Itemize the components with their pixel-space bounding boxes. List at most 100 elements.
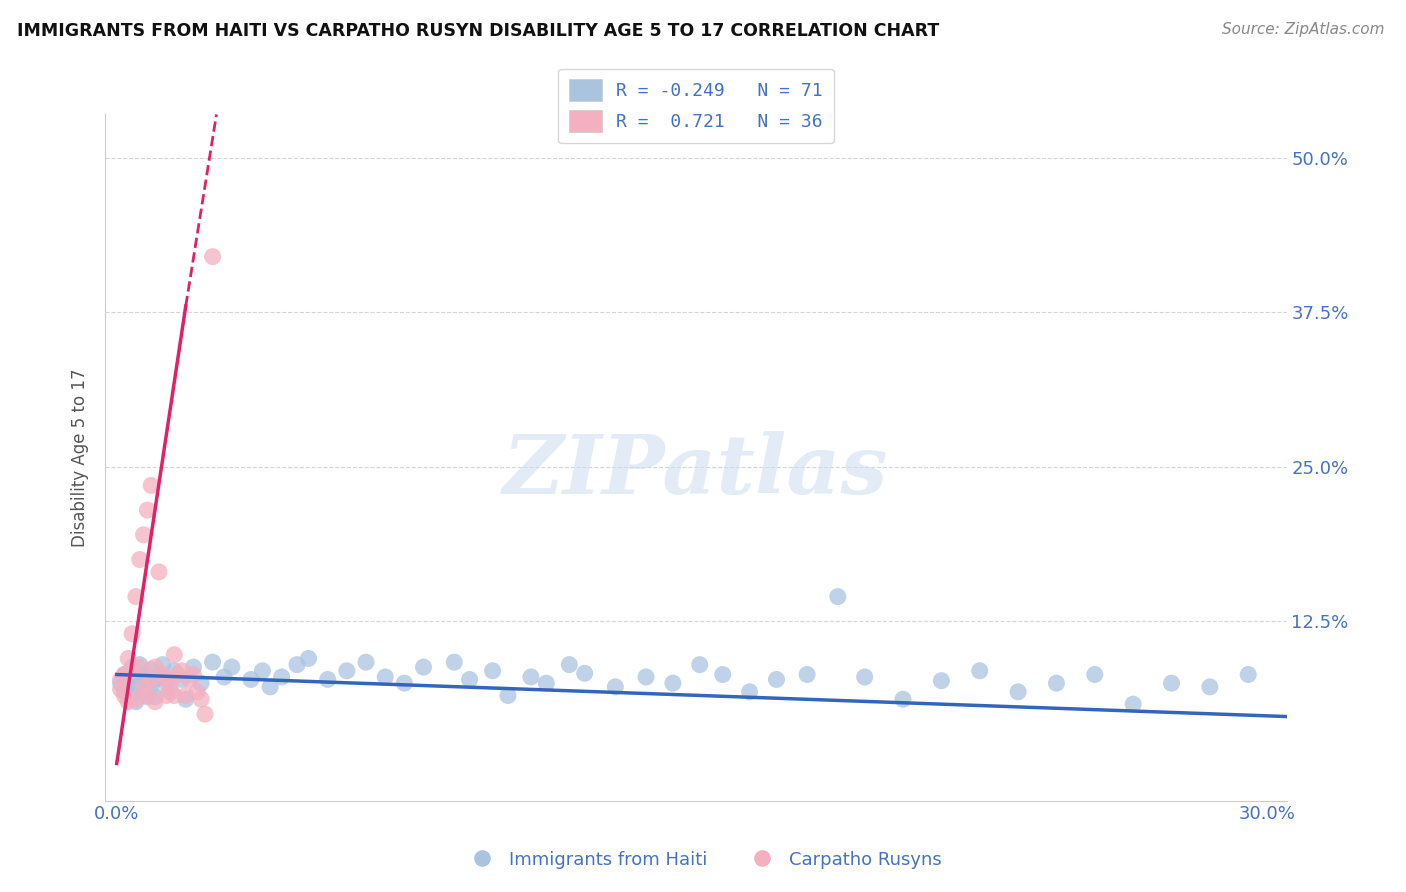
Point — [132, 667, 155, 681]
Point — [1199, 680, 1222, 694]
Point — [128, 660, 150, 674]
Point — [1084, 667, 1107, 681]
Point — [174, 689, 197, 703]
Point — [110, 676, 132, 690]
Legend: R = -0.249   N = 71, R =  0.721   N = 36: R = -0.249 N = 71, R = 0.721 N = 36 — [558, 69, 834, 144]
Point — [128, 657, 150, 672]
Point — [520, 670, 543, 684]
Point — [1122, 697, 1144, 711]
Point — [179, 673, 201, 687]
Point — [711, 667, 734, 681]
Point — [132, 680, 155, 694]
Point — [163, 689, 186, 703]
Point — [141, 673, 163, 687]
Point — [827, 590, 849, 604]
Point — [183, 660, 205, 674]
Point — [132, 685, 155, 699]
Point — [186, 685, 208, 699]
Point — [201, 250, 224, 264]
Point — [163, 664, 186, 678]
Point — [121, 660, 143, 674]
Point — [221, 660, 243, 674]
Point — [1237, 667, 1260, 681]
Text: Source: ZipAtlas.com: Source: ZipAtlas.com — [1222, 22, 1385, 37]
Point — [252, 664, 274, 678]
Point — [155, 689, 177, 703]
Point — [117, 673, 139, 687]
Point — [190, 692, 212, 706]
Point — [143, 673, 166, 687]
Point — [170, 673, 193, 687]
Point — [481, 664, 503, 678]
Point — [183, 667, 205, 681]
Point — [121, 626, 143, 640]
Point — [1045, 676, 1067, 690]
Point — [201, 655, 224, 669]
Point — [143, 690, 166, 704]
Point — [394, 676, 416, 690]
Point — [374, 670, 396, 684]
Point — [136, 689, 159, 703]
Point — [212, 670, 235, 684]
Point — [148, 565, 170, 579]
Point — [121, 664, 143, 678]
Point — [152, 657, 174, 672]
Point — [605, 680, 627, 694]
Point — [163, 648, 186, 662]
Point — [110, 673, 132, 687]
Point — [689, 657, 711, 672]
Point — [891, 692, 914, 706]
Point — [121, 689, 143, 703]
Point — [259, 680, 281, 694]
Point — [141, 680, 163, 694]
Legend: Immigrants from Haiti, Carpatho Rusyns: Immigrants from Haiti, Carpatho Rusyns — [457, 844, 949, 876]
Point — [117, 695, 139, 709]
Point — [128, 670, 150, 684]
Point — [969, 664, 991, 678]
Point — [152, 667, 174, 681]
Point — [143, 695, 166, 709]
Point — [143, 660, 166, 674]
Point — [112, 667, 135, 681]
Point — [634, 670, 657, 684]
Point — [297, 651, 319, 665]
Point — [148, 667, 170, 681]
Point — [796, 667, 818, 681]
Point — [170, 664, 193, 678]
Point — [136, 674, 159, 689]
Point — [738, 685, 761, 699]
Point — [117, 682, 139, 697]
Point — [125, 692, 148, 706]
Point — [270, 670, 292, 684]
Point — [1160, 676, 1182, 690]
Point — [536, 676, 558, 690]
Point — [141, 478, 163, 492]
Point — [412, 660, 434, 674]
Point — [239, 673, 262, 687]
Point — [136, 503, 159, 517]
Point — [155, 673, 177, 687]
Y-axis label: Disability Age 5 to 17: Disability Age 5 to 17 — [72, 368, 89, 547]
Point — [132, 528, 155, 542]
Point — [662, 676, 685, 690]
Point — [496, 689, 519, 703]
Point — [141, 663, 163, 677]
Point — [443, 655, 465, 669]
Point — [128, 552, 150, 566]
Point — [765, 673, 787, 687]
Point — [117, 651, 139, 665]
Point — [125, 680, 148, 694]
Text: ZIPatlas: ZIPatlas — [503, 431, 889, 511]
Point — [285, 657, 308, 672]
Point — [159, 685, 181, 699]
Point — [136, 690, 159, 704]
Point — [558, 657, 581, 672]
Point — [112, 667, 135, 681]
Point — [458, 673, 481, 687]
Point — [125, 590, 148, 604]
Point — [125, 695, 148, 709]
Point — [194, 707, 217, 722]
Point — [190, 676, 212, 690]
Point — [931, 673, 953, 688]
Point — [159, 680, 181, 694]
